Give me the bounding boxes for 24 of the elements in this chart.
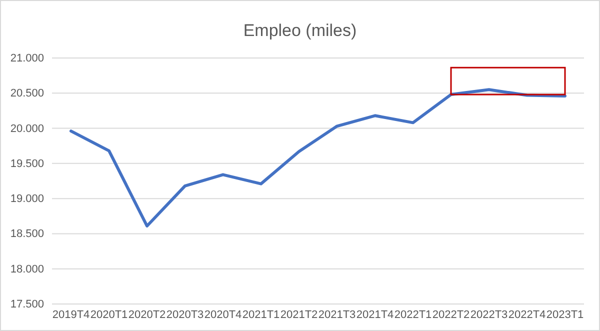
x-tick-label: 2021T2: [280, 308, 318, 321]
x-tick-label: 2021T4: [356, 308, 394, 321]
y-tick-label: 19.000: [10, 193, 44, 206]
x-tick-label: 2020T1: [90, 308, 128, 321]
x-tick-label: 2021T1: [242, 308, 280, 321]
x-tick-label: 2022T4: [508, 308, 546, 321]
line-series: [70, 88, 566, 228]
x-tick-label: 2023T1: [546, 308, 584, 321]
y-tick-label: 18.000: [10, 263, 44, 276]
x-tick-label: 2020T2: [128, 308, 166, 321]
y-tick-label: 19.500: [10, 158, 44, 170]
y-tick-label: 17.500: [10, 298, 44, 311]
x-tick-label: 2019T4: [52, 308, 90, 321]
x-tick-label: 2020T4: [204, 308, 242, 321]
y-tick-label: 20.500: [10, 88, 44, 100]
x-tick-label: 2022T2: [432, 308, 470, 321]
x-tick-label: 2021T3: [318, 308, 356, 321]
chart-title: Empleo (miles): [243, 21, 357, 40]
x-tick-label: 2022T3: [470, 308, 508, 321]
y-tick-label: 18.500: [10, 228, 44, 240]
y-tick-label: 21.000: [10, 52, 44, 65]
y-tick-label: 20.000: [10, 122, 44, 135]
x-tick-label: 2020T3: [166, 308, 204, 321]
x-tick-label: 2022T1: [394, 308, 432, 321]
